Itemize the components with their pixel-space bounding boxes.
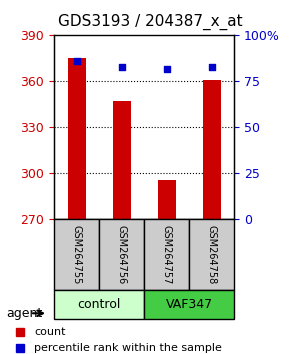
Text: GSM264756: GSM264756 [116,225,127,285]
FancyBboxPatch shape [144,219,189,290]
Bar [202,80,220,219]
Text: control: control [77,298,121,311]
Bar [112,101,130,219]
FancyBboxPatch shape [144,290,234,319]
Text: GSM264757: GSM264757 [161,225,172,285]
FancyBboxPatch shape [99,219,144,290]
Point [74,58,79,64]
Bar [68,58,85,219]
Text: agent: agent [6,307,42,320]
Text: VAF347: VAF347 [165,298,213,311]
Text: percentile rank within the sample: percentile rank within the sample [34,343,222,353]
Point [209,64,214,69]
Bar [158,179,175,219]
Text: GDS3193 / 204387_x_at: GDS3193 / 204387_x_at [58,14,242,30]
Point [164,66,169,72]
Text: GSM264755: GSM264755 [71,225,82,285]
Text: count: count [34,327,65,337]
FancyBboxPatch shape [54,219,99,290]
FancyBboxPatch shape [189,219,234,290]
FancyBboxPatch shape [54,290,144,319]
Text: GSM264758: GSM264758 [206,225,217,285]
Point [119,64,124,69]
